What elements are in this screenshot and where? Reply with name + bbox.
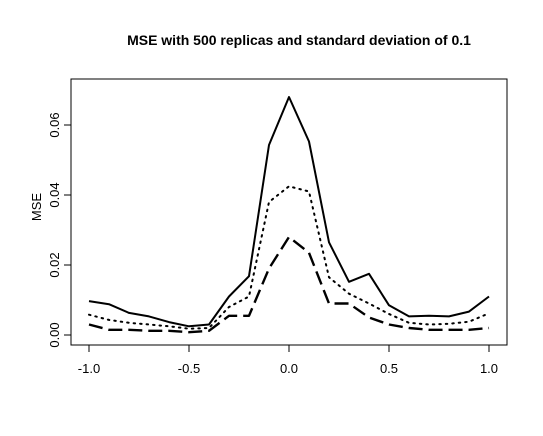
x-tick-label: -0.5 <box>178 361 200 376</box>
y-tick-label: 0.06 <box>47 112 62 137</box>
plot-frame <box>70 78 508 346</box>
x-tick-label: 1.0 <box>480 361 498 376</box>
series-layer <box>88 96 490 334</box>
x-tick-label: -1.0 <box>78 361 100 376</box>
series-line-dashed <box>88 235 490 334</box>
axes: -1.0 -0.5 0.0 0.5 1.0 0.00 0.02 0.04 0.06 <box>47 78 508 376</box>
y-axis-label: MSE <box>29 193 44 222</box>
series-line-solid <box>88 96 490 328</box>
x-tick-label: 0.5 <box>380 361 398 376</box>
series-line-dotted <box>88 185 490 330</box>
x-tick-label: 0.0 <box>280 361 298 376</box>
y-tick-label: 0.00 <box>47 322 62 347</box>
y-tick-label: 0.04 <box>47 182 62 207</box>
y-tick-label: 0.02 <box>47 252 62 277</box>
chart-title: MSE with 500 replicas and standard devia… <box>127 32 471 48</box>
